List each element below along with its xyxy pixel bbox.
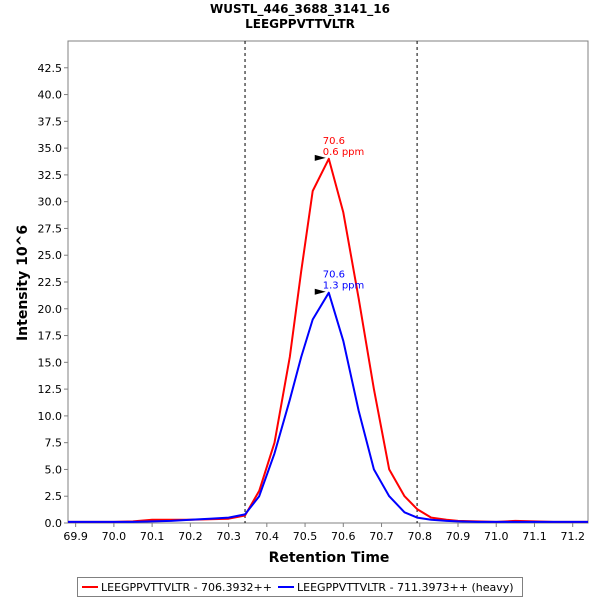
y-tick-label-9: 22.5	[38, 276, 63, 289]
y-tick-label-11: 27.5	[38, 222, 63, 235]
peak-rt-label-0: 70.6	[323, 136, 345, 147]
legend-label-heavy: LEEGPPVTTVLTR - 711.3973++ (heavy)	[296, 580, 514, 594]
peak-marker-1	[314, 288, 326, 295]
peak-marker-0	[314, 154, 326, 161]
x-tick-label-2: 70.1	[140, 530, 165, 543]
y-tick-label-16: 40.0	[38, 89, 63, 102]
chart-title: WUSTL_446_3688_3141_16	[210, 2, 390, 17]
y-tick-label-12: 30.0	[38, 196, 63, 209]
x-tick-label-9: 70.8	[408, 530, 433, 543]
peak-ppm-label-1: 1.3 ppm	[323, 281, 365, 292]
y-tick-label-8: 20.0	[38, 303, 63, 316]
plot-frame	[67, 40, 589, 524]
x-tick-label-4: 70.3	[216, 530, 241, 543]
x-tick-label-3: 70.2	[178, 530, 203, 543]
x-axis-title: Retention Time	[269, 550, 390, 566]
x-tick-label-13: 71.2	[560, 530, 585, 543]
y-tick-label-15: 37.5	[38, 115, 63, 128]
x-tick-label-6: 70.5	[293, 530, 318, 543]
y-tick-label-10: 25.0	[38, 249, 63, 262]
x-tick-label-11: 71.0	[484, 530, 509, 543]
y-tick-label-5: 12.5	[38, 383, 63, 396]
y-tick-label-14: 35.0	[38, 142, 63, 155]
y-tick-label-4: 10.0	[38, 410, 63, 423]
y-tick-label-0: 0.0	[45, 517, 63, 530]
legend-swatch-heavy	[277, 586, 294, 588]
x-tick-label-0: 69.9	[63, 530, 88, 543]
peak-ppm-label-0: 0.6 ppm	[323, 147, 365, 158]
x-tick-label-1: 70.0	[102, 530, 127, 543]
x-tick-label-8: 70.7	[369, 530, 394, 543]
x-tick-label-10: 70.9	[446, 530, 471, 543]
chart-subtitle: LEEGPPVTTVLTR	[245, 17, 355, 31]
series-line-1	[68, 291, 588, 523]
y-tick-label-2: 5.0	[45, 463, 63, 476]
y-tick-label-7: 17.5	[38, 330, 63, 343]
y-tick-label-13: 32.5	[38, 169, 63, 182]
x-tick-label-5: 70.4	[255, 530, 280, 543]
legend-label-light: LEEGPPVTTVLTR - 706.3932++	[101, 580, 272, 594]
y-axis-title: Intensity 10^6	[15, 225, 31, 341]
y-tick-label-6: 15.0	[38, 356, 63, 369]
y-tick-label-1: 2.5	[45, 490, 63, 503]
x-tick-label-7: 70.6	[331, 530, 356, 543]
legend-swatch-light	[82, 586, 98, 588]
y-tick-label-17: 42.5	[38, 62, 63, 75]
peak-rt-label-1: 70.6	[323, 270, 345, 281]
x-tick-label-12: 71.1	[522, 530, 547, 543]
legend-item-heavy: LEEGPPVTTVLTR - 711.3973++ (heavy)	[277, 580, 514, 594]
y-tick-label-3: 7.5	[45, 437, 63, 450]
legend-item-light: LEEGPPVTTVLTR - 706.3932++	[82, 581, 272, 594]
plot-area: 0.0 2.5 5.0 7.5 10.0 12.5 15.0 17.5 20.0 22.5 25.0…	[38, 40, 589, 543]
legend: LEEGPPVTTVLTR - 706.3932++ LEEGPPVTTVLTR…	[77, 577, 523, 597]
